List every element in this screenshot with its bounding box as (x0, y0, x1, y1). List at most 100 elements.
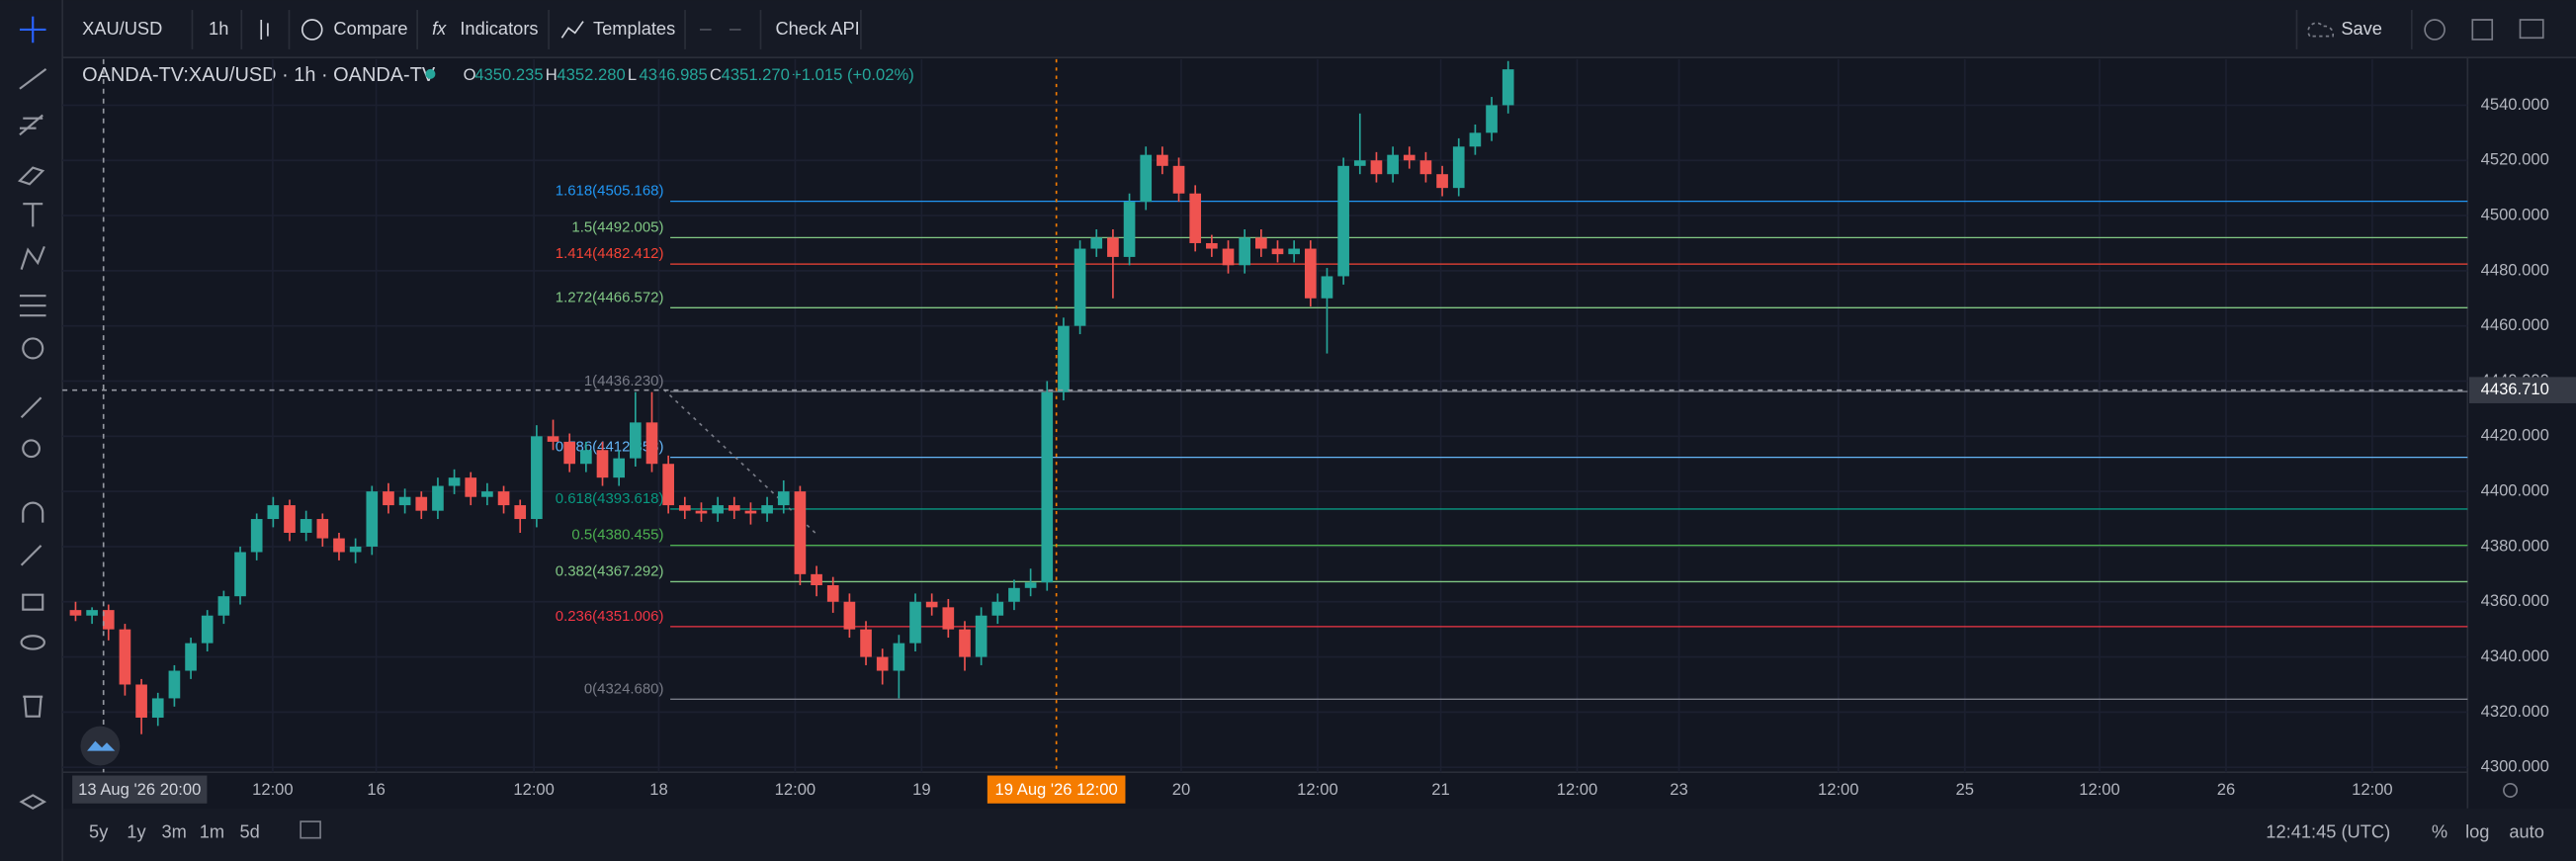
save-icon[interactable] (2307, 22, 2335, 38)
time-tick-label: 19 (912, 780, 930, 799)
chart-type-icon[interactable] (260, 20, 269, 40)
fullscreen-button[interactable] (2471, 19, 2494, 41)
fib-tool[interactable] (19, 114, 43, 136)
candle-body (135, 684, 147, 718)
indicators-button[interactable]: Indicators (460, 18, 538, 39)
candle-body (959, 629, 971, 657)
templates-button[interactable]: Templates (593, 18, 675, 39)
trash-tool[interactable] (23, 695, 43, 718)
pattern-tool[interactable] (20, 245, 45, 270)
prediction-tool[interactable] (19, 295, 46, 317)
interval[interactable]: 1h (209, 18, 228, 39)
templates-icon[interactable] (560, 21, 584, 39)
fib-level-label: 0.618(4393.618) (556, 490, 664, 507)
candle-body (102, 610, 115, 630)
candle-body (1073, 248, 1086, 326)
measure-tool[interactable] (20, 396, 43, 418)
bottom-toolbar (62, 808, 2576, 861)
percent-toggle[interactable]: % (2432, 821, 2447, 842)
magnet-tool[interactable] (22, 501, 44, 523)
ohlc-value: 4351.270 (722, 65, 790, 84)
trend-line-tool[interactable] (19, 67, 47, 90)
ohlc-key: C (710, 65, 722, 84)
object-tree[interactable] (19, 794, 47, 811)
clock: 12:41:45 (UTC) (2266, 821, 2390, 842)
candle-body (876, 656, 889, 671)
range-button[interactable]: 3m (161, 821, 186, 842)
candle-body (531, 436, 543, 520)
price-tick-label: 4500.000 (2481, 205, 2549, 223)
legend-title: OANDA-TV:XAU/USD · 1h · OANDA-TV (82, 64, 436, 86)
fib-level-label: 0(4324.680) (584, 680, 664, 697)
candle-body (893, 643, 905, 671)
save-button[interactable]: Save (2341, 18, 2382, 39)
candle-body (942, 607, 955, 630)
candle-body (69, 610, 82, 616)
candle-body (300, 519, 312, 533)
icon-tool[interactable] (22, 337, 44, 360)
range-button[interactable]: 1y (127, 821, 146, 842)
candle-body (1172, 165, 1185, 194)
lock-drawing-tool[interactable] (20, 545, 43, 566)
candle-body (794, 491, 807, 574)
candle-body (744, 510, 757, 514)
compare-button[interactable]: Compare (333, 18, 407, 39)
candle-body (1502, 69, 1514, 106)
candle-body (580, 450, 592, 465)
visibility-tool[interactable] (20, 635, 45, 650)
candle-body (267, 505, 280, 520)
compare-icon[interactable] (301, 19, 323, 41)
symbol[interactable]: XAU/USD (82, 18, 162, 39)
ohlc-key: H (546, 65, 558, 84)
candle-body (1123, 202, 1136, 257)
candle-body (415, 496, 428, 511)
range-button[interactable]: 5d (239, 821, 259, 842)
drawing-tools[interactable] (17, 16, 47, 811)
lock-tool[interactable] (22, 593, 44, 611)
check-api-button[interactable]: Check API (775, 18, 859, 39)
candle-body (1024, 582, 1037, 588)
price-tick-label: 4460.000 (2481, 315, 2549, 334)
indicators-icon[interactable]: fx (432, 18, 447, 39)
candle-body (366, 491, 379, 547)
crosshair-tool[interactable] (19, 16, 46, 43)
zoom-tool[interactable] (22, 439, 41, 459)
candle-body (826, 585, 839, 602)
price-tick-label: 4420.000 (2481, 426, 2549, 445)
range-button[interactable]: 1m (200, 821, 224, 842)
fib-trend-line (662, 388, 819, 537)
time-tick-label: 12:00 (1297, 780, 1338, 799)
market-status (425, 68, 436, 79)
time-tick-label: 16 (367, 780, 385, 799)
range-button[interactable]: 5y (89, 821, 109, 842)
candle-body (1239, 237, 1251, 266)
candle-body (1403, 154, 1416, 161)
candle-body (1370, 160, 1383, 175)
settings-button[interactable] (2424, 19, 2446, 41)
candle-body (1189, 193, 1202, 243)
cursor-start-label: 13 Aug '26 20:00 (78, 780, 201, 799)
text-tool[interactable] (23, 203, 43, 227)
date-range-button[interactable] (300, 820, 321, 839)
log-toggle[interactable]: log (2465, 821, 2489, 842)
candle-body (1041, 391, 1054, 583)
ohlc-value: 4352.280 (557, 65, 625, 84)
candle-body (1486, 105, 1498, 133)
auto-toggle[interactable]: auto (2509, 821, 2544, 842)
fib-level-label: 0.5(4380.455) (571, 527, 663, 544)
candle-body (1288, 248, 1300, 255)
ohlc-key: L (628, 65, 637, 84)
time-tick-label: 12:00 (1818, 780, 1859, 799)
candle-body (909, 601, 921, 644)
candle-body (497, 491, 510, 506)
screenshot-button[interactable] (2519, 19, 2544, 40)
candle-body (1452, 146, 1465, 189)
axis-settings[interactable] (2503, 782, 2518, 798)
candle-body (349, 546, 362, 553)
time-tick-label: 12:00 (775, 780, 816, 799)
brush-tool[interactable] (17, 166, 45, 186)
candle-body (991, 601, 1004, 616)
legend-change: +1.015 (+0.02%) (792, 65, 914, 84)
